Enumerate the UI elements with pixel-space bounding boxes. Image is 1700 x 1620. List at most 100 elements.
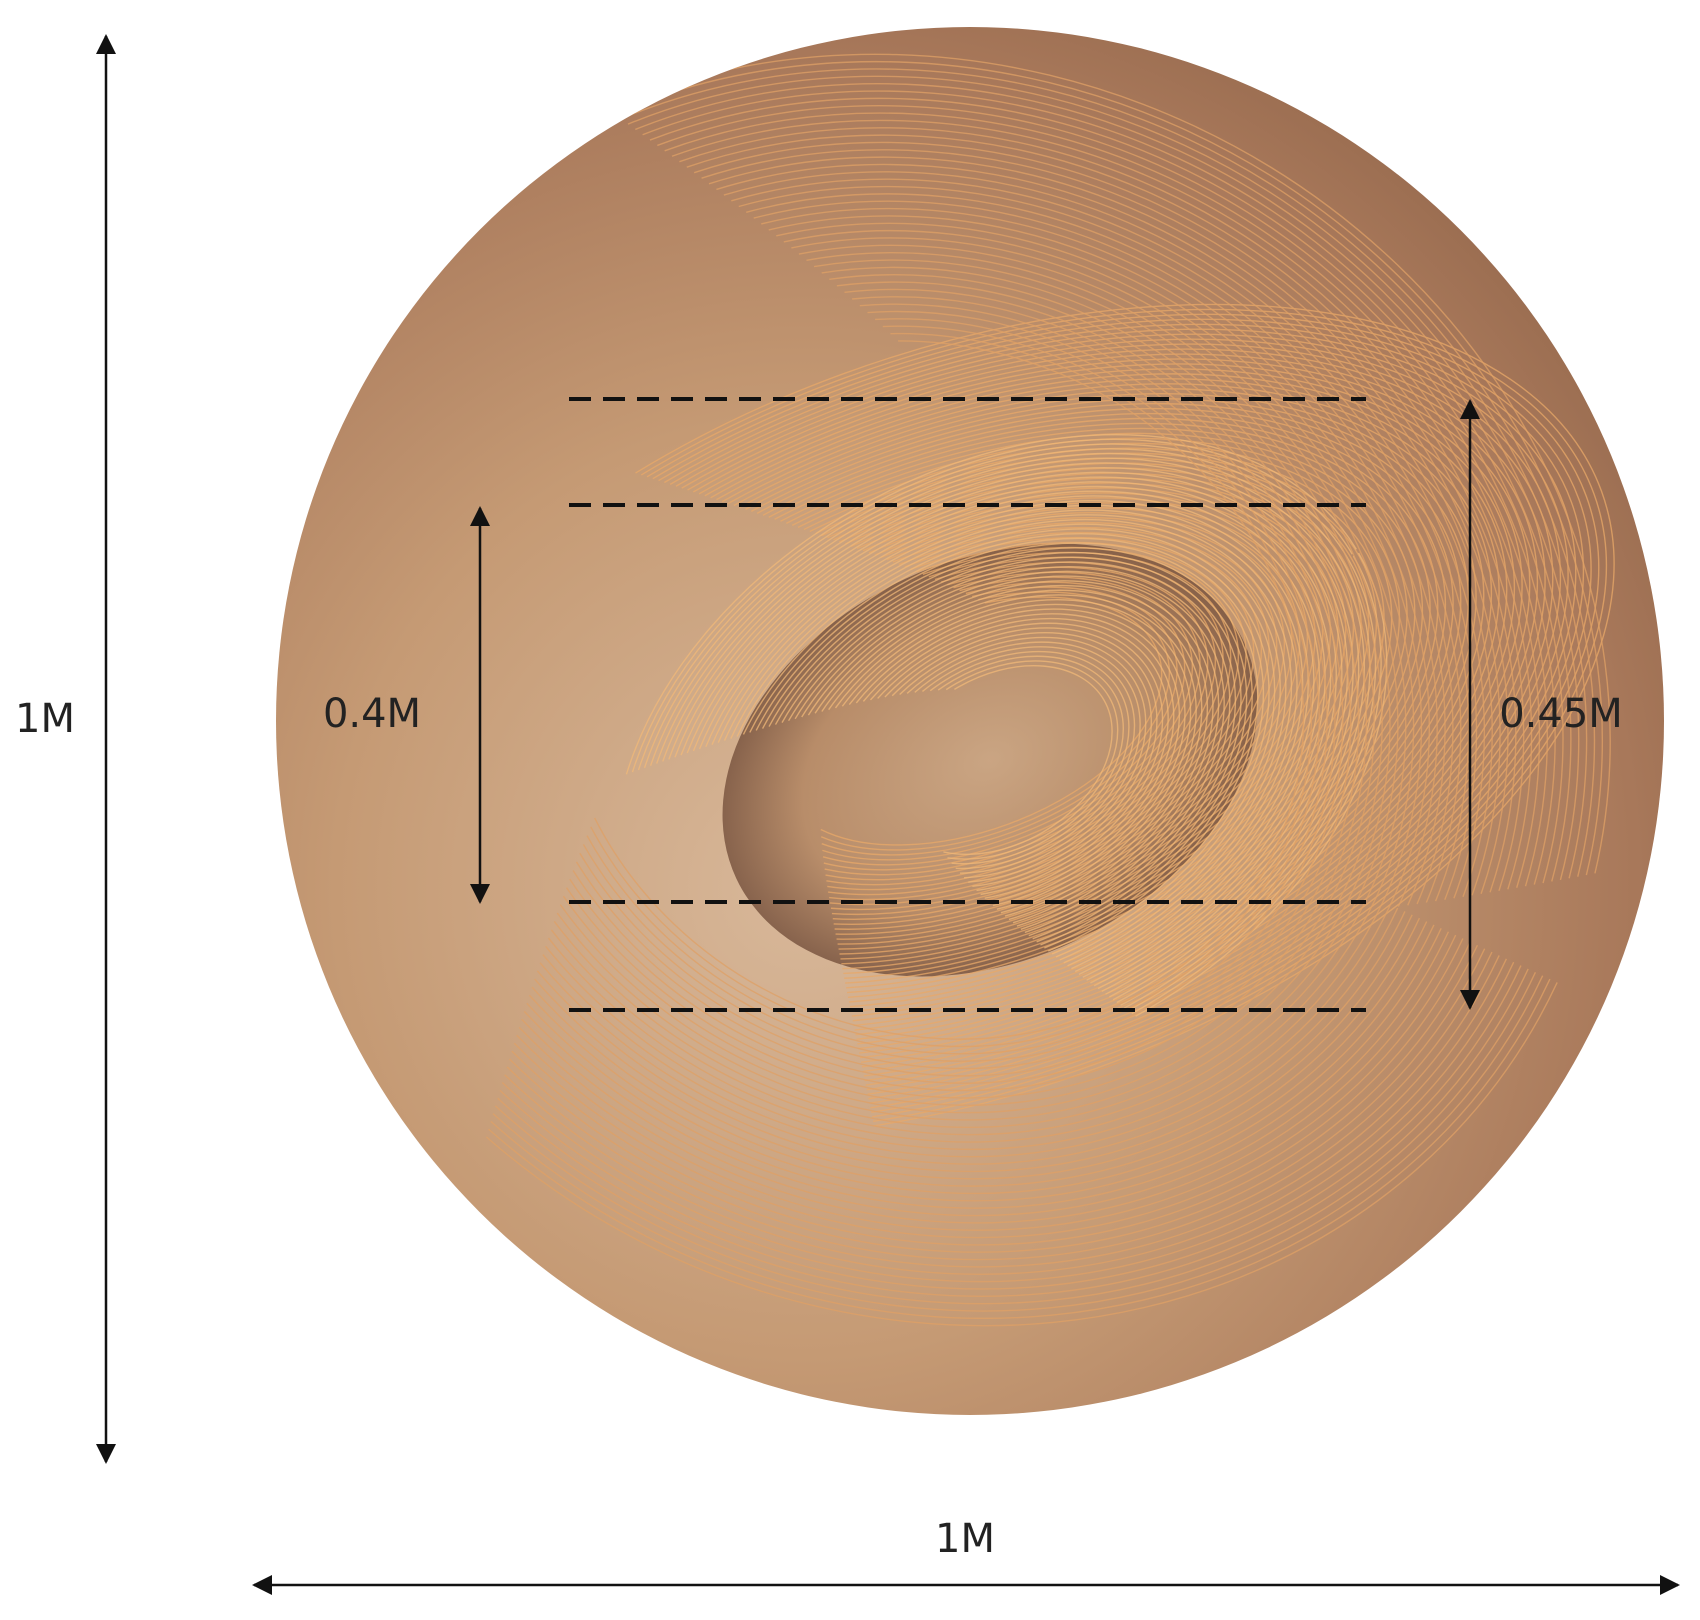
wire	[325, 303, 1615, 1139]
wire	[881, 660, 1119, 860]
wire	[769, 565, 1231, 955]
wire	[754, 581, 1186, 861]
sphere	[276, 27, 1664, 1415]
wire	[763, 561, 1237, 959]
wire	[735, 537, 1265, 983]
wire	[382, 178, 1478, 1202]
height-label: 1M	[15, 696, 75, 742]
wire	[797, 589, 1203, 931]
wire	[276, 68, 1596, 1312]
wire	[752, 551, 1248, 969]
wire	[493, 412, 1447, 1030]
wire	[859, 641, 1141, 879]
wire	[367, 163, 1493, 1217]
wire	[702, 509, 1298, 1011]
wire	[486, 407, 1454, 1035]
wire	[432, 373, 1508, 1069]
wire	[296, 97, 1564, 1283]
wire	[786, 580, 1214, 940]
wire	[492, 281, 1368, 1099]
wire	[461, 252, 1399, 1128]
wire	[424, 368, 1516, 1074]
wire	[304, 105, 1556, 1275]
wire	[355, 323, 1585, 1119]
wire	[668, 481, 1332, 1039]
wire	[775, 570, 1225, 950]
wire	[478, 402, 1462, 1040]
wire	[516, 303, 1344, 1077]
wire	[612, 433, 1388, 1087]
width-label: 1M	[935, 1516, 995, 1562]
wire	[555, 452, 1385, 990]
wire	[477, 266, 1383, 1114]
wire	[390, 185, 1470, 1195]
wire	[409, 358, 1531, 1084]
wire	[635, 452, 1365, 1068]
wire	[616, 492, 1324, 950]
wire	[485, 274, 1375, 1106]
wire	[422, 215, 1438, 1165]
wire	[803, 594, 1197, 926]
wire	[470, 398, 1470, 1044]
wire	[562, 457, 1378, 985]
wire	[631, 502, 1309, 940]
wire	[440, 378, 1500, 1064]
wire	[762, 586, 1178, 856]
wire	[640, 457, 1360, 1063]
wire	[876, 655, 1124, 865]
wire	[651, 466, 1349, 1054]
wire	[836, 622, 1164, 898]
wire	[276, 53, 1611, 1327]
wire	[417, 363, 1523, 1079]
wire	[312, 112, 1548, 1268]
wire	[814, 603, 1186, 917]
wire	[847, 631, 1153, 889]
wire	[280, 82, 1580, 1298]
wire	[887, 665, 1113, 855]
wire	[447, 383, 1493, 1059]
wire	[758, 556, 1242, 964]
wire	[501, 417, 1439, 1025]
wire	[870, 650, 1130, 870]
wire	[707, 514, 1293, 1006]
wire	[547, 332, 1313, 1048]
wire	[691, 499, 1309, 1021]
wire	[524, 310, 1336, 1070]
wire-ribbons	[276, 53, 1615, 1327]
wire	[747, 547, 1253, 973]
outer-gap-label: 0.45M	[1499, 691, 1623, 737]
wire	[819, 608, 1181, 912]
wire	[593, 477, 1347, 965]
wire	[363, 328, 1577, 1114]
wire	[429, 222, 1431, 1158]
dimension-arrows	[96, 34, 1680, 1595]
dashed-guides	[569, 397, 1366, 1012]
wire	[532, 318, 1328, 1062]
wire	[685, 495, 1315, 1025]
wire	[500, 288, 1360, 1092]
wire	[657, 471, 1343, 1049]
wire	[629, 448, 1371, 1072]
wire	[663, 476, 1337, 1044]
wire	[724, 528, 1276, 992]
wire	[608, 487, 1332, 955]
wire	[864, 646, 1136, 874]
wire	[340, 313, 1600, 1129]
wire	[332, 308, 1608, 1134]
wire	[445, 237, 1415, 1143]
wire	[741, 542, 1259, 978]
wire	[414, 207, 1446, 1173]
wire	[555, 340, 1305, 1040]
wire	[327, 127, 1533, 1253]
wire	[276, 75, 1588, 1305]
wire	[713, 518, 1287, 1002]
wire	[808, 598, 1192, 922]
wire	[679, 490, 1321, 1030]
wire	[359, 156, 1501, 1224]
wire	[469, 259, 1391, 1121]
wire	[585, 472, 1355, 970]
wire	[374, 171, 1486, 1209]
inner-gap-label: 0.4M	[323, 691, 421, 737]
wire	[853, 636, 1147, 884]
